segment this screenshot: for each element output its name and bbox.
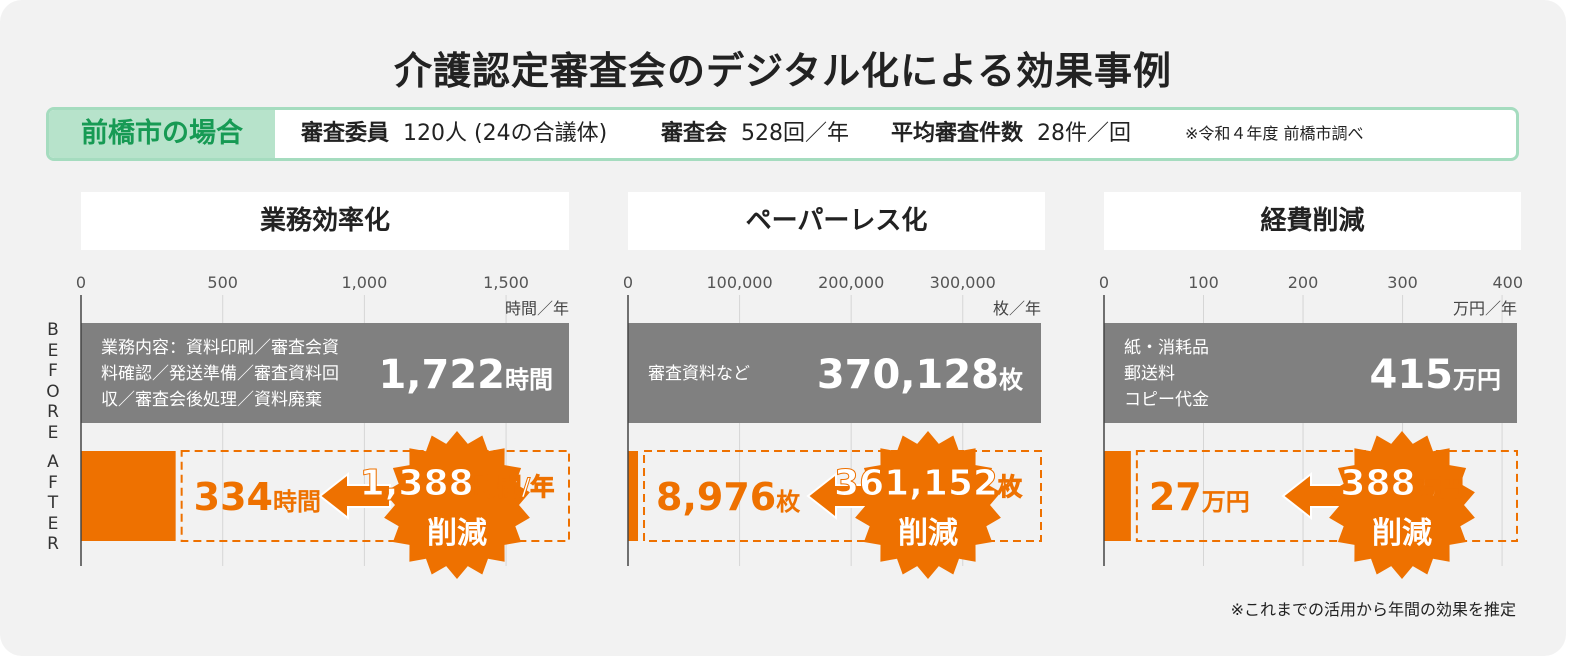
before-label-letter: E	[47, 340, 59, 361]
before-bar	[81, 323, 569, 423]
city-label: 前橋市の場合	[49, 110, 275, 158]
before-label-letter: O	[46, 381, 60, 402]
before-description: 収／審査会後処理／資料廃棄	[101, 390, 322, 410]
reduction-value-label: 361,152枚	[834, 463, 1022, 504]
after-bar	[81, 451, 176, 541]
reduction-unit: 万円	[1416, 473, 1464, 501]
after-unit: 時間	[273, 488, 321, 516]
after-bar	[1104, 451, 1131, 541]
tick-label: 200	[1288, 273, 1319, 292]
before-number: 415	[1370, 352, 1454, 398]
tick-label: 0	[1099, 273, 1109, 292]
axis-unit-label: 枚／年	[993, 299, 1041, 318]
after-bar	[628, 451, 639, 541]
avg-info: 平均審査件数 28件／回	[891, 110, 1131, 158]
before-label-letter: B	[47, 320, 59, 340]
footnote: ※これまでの活用から年間の効果を推定	[1230, 600, 1516, 619]
after-value-label: 27万円	[1149, 475, 1250, 519]
members-value: 120人	[403, 121, 468, 146]
after-number: 27	[1149, 475, 1202, 519]
source-note: ※令和４年度 前橋市調べ	[1185, 124, 1364, 143]
after-number: 8,976	[656, 475, 776, 519]
reduction-number: 1,388	[360, 463, 474, 504]
page-title: 介護認定審査会のデジタル化による効果事例	[393, 49, 1173, 93]
after-number: 334	[194, 475, 273, 519]
before-description: 業務内容：資料印刷／審査会資	[101, 338, 339, 358]
reduction-label: 削減	[1372, 516, 1432, 551]
after-label-letter: A	[47, 452, 59, 472]
reduction-unit: 枚	[998, 473, 1022, 501]
meetings-label: 審査会	[661, 121, 728, 146]
members-label: 審査委員	[301, 121, 390, 146]
tick-label: 100	[1188, 273, 1219, 292]
meetings-info: 審査会 528回／年	[661, 110, 849, 158]
reduction-label: 削減	[427, 516, 487, 551]
reduction-burst	[855, 431, 1001, 579]
avg-value: 28件／回	[1037, 121, 1132, 146]
before-label-letter: F	[48, 361, 58, 381]
reduction-burst	[1329, 431, 1475, 579]
before-value-label: 1,722時間	[378, 352, 553, 398]
members-info: 審査委員 120人 (24の合議体)	[301, 110, 607, 158]
tick-label: 300	[1387, 273, 1418, 292]
tick-label: 200,000	[818, 273, 884, 292]
after-value-label: 334時間	[194, 475, 321, 519]
before-unit: 枚	[999, 366, 1023, 394]
before-description: 郵送料	[1124, 364, 1175, 384]
tick-label: 500	[207, 273, 238, 292]
reduction-value-label: 388万円	[1340, 463, 1463, 504]
before-description: 審査資料など	[648, 364, 750, 384]
tick-label: 1,500	[483, 273, 529, 292]
members-note: (24の合議体)	[474, 121, 608, 146]
reduction-number: 388	[1340, 463, 1415, 504]
after-unit: 万円	[1202, 488, 1250, 516]
tick-label: 400	[1492, 273, 1523, 292]
after-label-letter: R	[47, 534, 59, 554]
axis-unit-label: 時間／年	[505, 299, 569, 318]
tick-label: 100,000	[706, 273, 772, 292]
reduction-value-label: 1,388時間/年	[360, 463, 555, 504]
tick-label: 0	[76, 273, 86, 292]
panel-title-cost: 経費削減	[1104, 192, 1521, 250]
after-unit: 枚	[776, 488, 800, 516]
reduction-number: 361,152	[834, 463, 998, 504]
after-value-label: 8,976枚	[656, 475, 800, 519]
before-bar	[1104, 323, 1517, 423]
panel-title-paperless: ペーパーレス化	[628, 192, 1045, 250]
before-number: 370,128	[817, 352, 999, 398]
chart-panel-0: 0 500 1,000 1,500 時間／年業務内容：資料印刷／審査会資料確認／発送準備…	[76, 273, 570, 579]
before-description: 紙・消耗品	[1124, 338, 1209, 358]
info-bar: 前橋市の場合 審査委員 120人 (24の合議体) 審査会 528回／年 平均審…	[46, 107, 1519, 161]
tick-label: 1,000	[341, 273, 387, 292]
before-number: 1,722	[378, 352, 505, 398]
reduction-unit: 時間/年	[474, 473, 555, 501]
before-value-label: 370,128枚	[817, 352, 1023, 398]
avg-label: 平均審査件数	[891, 121, 1024, 146]
reduction-burst	[384, 431, 530, 579]
before-unit: 時間	[505, 366, 553, 394]
before-bar	[628, 323, 1041, 423]
after-label-letter: E	[47, 513, 59, 534]
after-label-letter: F	[48, 472, 58, 493]
before-unit: 万円	[1453, 366, 1501, 394]
before-value-label: 415万円	[1370, 352, 1502, 398]
panel-title-efficiency: 業務効率化	[81, 192, 569, 250]
axis-unit-label: 万円／年	[1453, 299, 1517, 318]
reduction-outline	[180, 450, 570, 542]
before-label-letter: R	[47, 402, 59, 422]
before-description: コピー代金	[1124, 390, 1209, 410]
meetings-value: 528回／年	[741, 121, 850, 146]
tick-label: 0	[623, 273, 633, 292]
reduction-label: 削減	[898, 516, 958, 551]
after-label-letter: T	[47, 493, 59, 513]
before-label-letter: E	[47, 422, 59, 443]
reduction-outline	[643, 450, 1042, 542]
before-description: 料確認／発送準備／審査資料回	[101, 364, 339, 384]
tick-label: 300,000	[930, 273, 996, 292]
